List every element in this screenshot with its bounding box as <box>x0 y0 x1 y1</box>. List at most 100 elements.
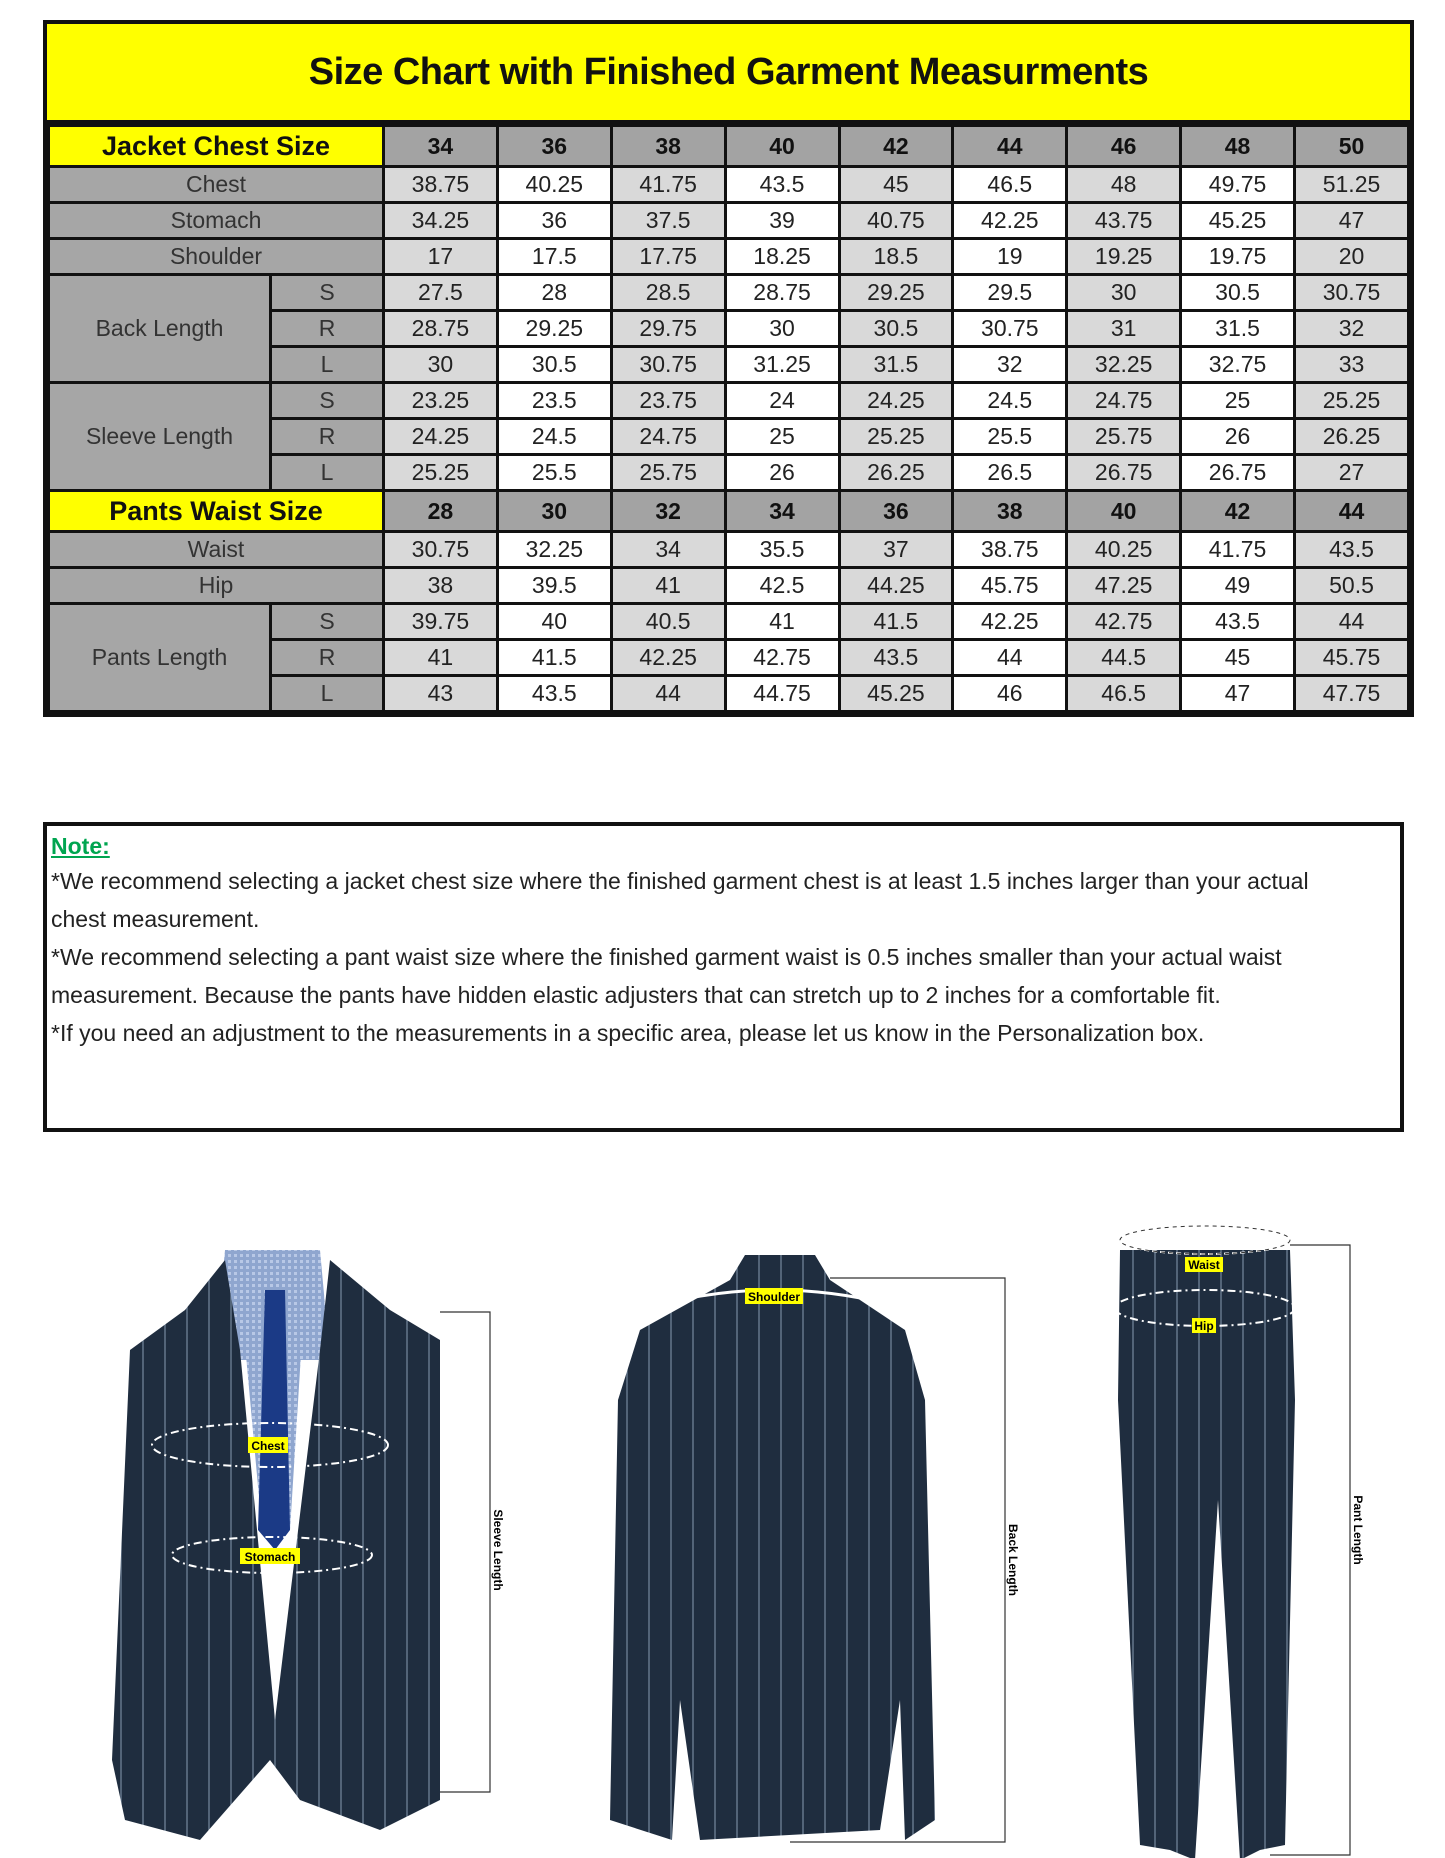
table-row: L 43 43.5 44 44.75 45.25 46 46.5 47 47.75 <box>49 674 1410 713</box>
table-row: Hip 38 39.5 41 42.5 44.25 45.75 47.25 49 50.5 <box>47 566 1410 605</box>
value-cell: 43 <box>382 674 499 713</box>
note-line: *We recommend selecting a jacket chest s… <box>51 868 1309 894</box>
size-header-cell: 50 <box>1293 124 1410 168</box>
value-cell: 42.25 <box>951 201 1069 240</box>
value-cell: 43.5 <box>723 165 841 204</box>
value-cell: 18.25 <box>723 237 841 276</box>
note-box: Note: *We recommend selecting a jacket c… <box>43 822 1404 1132</box>
size-header-cell: 28 <box>382 489 499 533</box>
size-chart-table: Size Chart with Finished Garment Measurm… <box>43 20 1414 717</box>
value-cell: 30.75 <box>609 345 727 384</box>
measurement-label: Sleeve Length <box>47 381 272 492</box>
value-cell: 25 <box>723 417 841 456</box>
pant-length-label: Pant Length <box>1351 1495 1365 1564</box>
value-cell: 32 <box>951 345 1069 384</box>
value-cell: 24.5 <box>951 381 1069 420</box>
value-cell: 38.75 <box>951 530 1069 569</box>
size-header-cell: 32 <box>609 489 727 533</box>
note-line: *We recommend selecting a pant waist siz… <box>51 944 1282 970</box>
value-cell: 27.5 <box>382 273 499 312</box>
value-cell: 24.5 <box>495 417 613 456</box>
value-cell: 43.75 <box>1065 201 1183 240</box>
value-cell: 47.25 <box>1065 566 1183 605</box>
table-row: Shoulder 17 17.5 17.75 18.25 18.5 19 19.25 19.75… <box>47 237 1410 276</box>
value-cell: 29.25 <box>837 273 955 312</box>
fit-label: R <box>269 309 385 348</box>
value-cell: 24.75 <box>1065 381 1183 420</box>
value-cell: 34.25 <box>382 201 499 240</box>
value-cell: 47 <box>1179 674 1296 713</box>
note-line: *If you need an adjustment to the measur… <box>51 1020 1205 1046</box>
value-cell: 28.5 <box>609 273 727 312</box>
fit-label: L <box>269 453 385 492</box>
size-header-cell: 42 <box>1179 489 1296 533</box>
value-cell: 48 <box>1065 165 1183 204</box>
value-cell: 28 <box>495 273 613 312</box>
chest-label: Chest <box>251 1439 284 1453</box>
value-cell: 39 <box>723 201 841 240</box>
value-cell: 25.75 <box>609 453 727 492</box>
jacket-front-body <box>112 1260 440 1840</box>
value-cell: 45.75 <box>1293 638 1410 677</box>
back-length-label: Back Length <box>1006 1524 1020 1596</box>
value-cell: 17.75 <box>609 237 727 276</box>
value-cell: 47.75 <box>1293 674 1410 713</box>
value-cell: 30 <box>382 345 499 384</box>
value-cell: 46.5 <box>1065 674 1183 713</box>
value-cell: 41.5 <box>837 602 955 641</box>
value-cell: 24.75 <box>609 417 727 456</box>
size-header-cell: 34 <box>723 489 841 533</box>
value-cell: 44 <box>609 674 727 713</box>
value-cell: 28.75 <box>382 309 499 348</box>
size-header-cell: 36 <box>495 124 613 168</box>
jacket-back-body <box>610 1255 935 1840</box>
value-cell: 40.5 <box>609 602 727 641</box>
value-cell: 36 <box>495 201 613 240</box>
pants-size-header-row: Pants Waist Size 28 30 32 34 36 38 40 42 44 <box>47 489 1410 533</box>
value-cell: 38 <box>382 566 499 605</box>
value-cell: 30.75 <box>951 309 1069 348</box>
value-cell: 44.25 <box>837 566 955 605</box>
value-cell: 38.75 <box>382 165 499 204</box>
fit-label: S <box>269 381 385 420</box>
garment-illustrations: Chest Stomach Sleeve Length Shoulder Bac… <box>112 1225 1365 1858</box>
value-cell: 31.5 <box>837 345 955 384</box>
value-cell: 19.25 <box>1065 237 1183 276</box>
value-cell: 24 <box>723 381 841 420</box>
waist-label: Waist <box>1188 1258 1220 1272</box>
measurement-label: Back Length <box>47 273 272 384</box>
size-header-cell: 34 <box>382 124 499 168</box>
value-cell: 27 <box>1293 453 1410 492</box>
value-cell: 45 <box>837 165 955 204</box>
value-cell: 40.75 <box>837 201 955 240</box>
chart-title: Size Chart with Finished Garment Measurm… <box>47 24 1410 124</box>
value-cell: 30.5 <box>837 309 955 348</box>
value-cell: 32.25 <box>1065 345 1183 384</box>
size-header-cell: 36 <box>837 489 955 533</box>
value-cell: 28.75 <box>723 273 841 312</box>
value-cell: 24.25 <box>382 417 499 456</box>
measurement-label: Chest <box>47 165 385 204</box>
value-cell: 32 <box>1293 309 1410 348</box>
value-cell: 30 <box>723 309 841 348</box>
value-cell: 32.75 <box>1179 345 1296 384</box>
fit-label: S <box>269 602 385 641</box>
value-cell: 41.75 <box>609 165 727 204</box>
value-cell: 20 <box>1293 237 1410 276</box>
size-header-cell: 38 <box>609 124 727 168</box>
value-cell: 40 <box>495 602 613 641</box>
size-header-cell: 48 <box>1179 124 1296 168</box>
size-table: Jacket Chest Size 34 36 38 40 42 44 46 48 50 Chest… <box>47 124 1410 713</box>
value-cell: 25 <box>1179 381 1296 420</box>
value-cell: 42.5 <box>723 566 841 605</box>
value-cell: 30 <box>1065 273 1183 312</box>
size-header-cell: 40 <box>723 124 841 168</box>
fit-label: L <box>269 345 385 384</box>
value-cell: 23.75 <box>609 381 727 420</box>
table-row: L 25.25 25.5 25.75 26 26.25 26.5 26.75 26.75 27 <box>49 453 1410 492</box>
value-cell: 25.25 <box>382 453 499 492</box>
value-cell: 26.5 <box>951 453 1069 492</box>
table-row: Pants Length S 39.75 40 40.5 41 41.5 42.25 42.75… <box>47 602 1410 713</box>
value-cell: 33 <box>1293 345 1410 384</box>
value-cell: 44 <box>951 638 1069 677</box>
